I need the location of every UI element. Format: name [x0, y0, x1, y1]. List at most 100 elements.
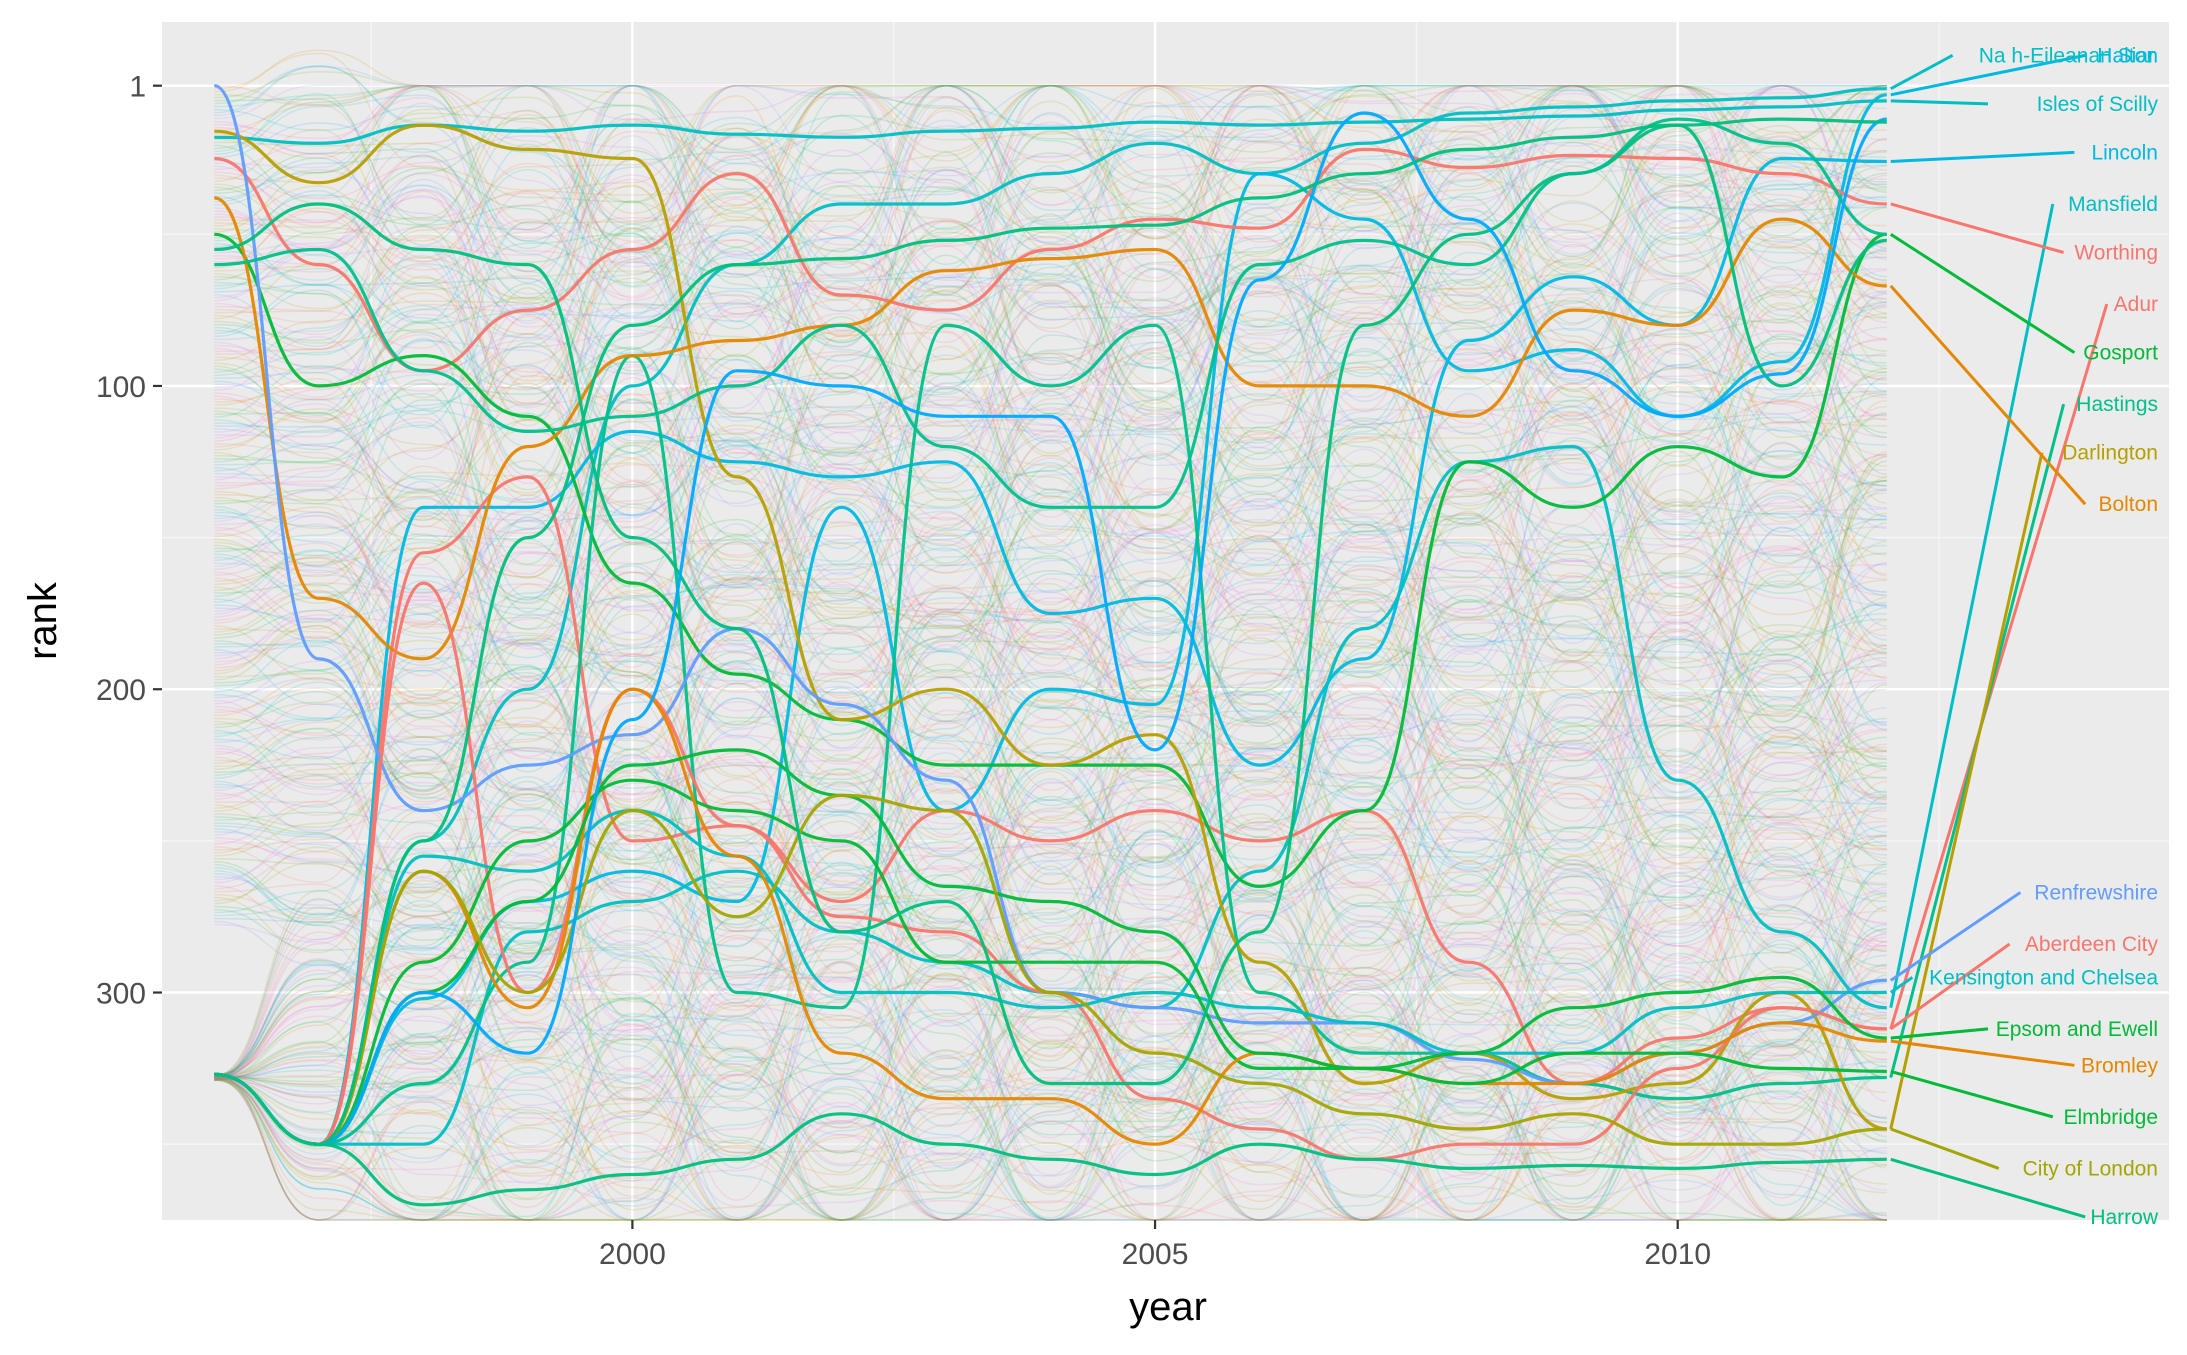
background-series-line [214, 691, 1887, 947]
background-series-line [214, 84, 1887, 244]
series-end-label: Kensington and Chelsea [1929, 966, 2158, 989]
background-series-line [214, 648, 1887, 897]
background-series-line [214, 971, 1887, 1211]
background-series-line [214, 302, 1887, 519]
background-series-line [214, 512, 1887, 707]
background-series-line [214, 572, 1887, 797]
background-series-line [214, 573, 1887, 829]
background-series-line [214, 510, 1887, 718]
background-series-line [214, 84, 1887, 275]
background-series-line [214, 1078, 1887, 1221]
background-series-line [214, 567, 1887, 801]
background-series-line [214, 638, 1887, 897]
leader-line [1890, 1127, 2000, 1170]
leader-line [1890, 54, 1954, 91]
background-series-line [214, 510, 1887, 758]
background-series-line [214, 555, 1887, 811]
background-series-line [214, 1026, 1887, 1221]
background-series-line [214, 838, 1887, 1105]
background-series-line [214, 720, 1887, 968]
series-end-label: Adur [2114, 293, 2158, 316]
background-series-line [214, 906, 1887, 1148]
series-line [214, 793, 1887, 1146]
background-series-line [214, 436, 1887, 695]
background-series-line [214, 1046, 1887, 1221]
background-series-line [214, 457, 1887, 724]
background-series-line [214, 962, 1887, 1201]
series-end-label: Lincoln [2091, 141, 2158, 164]
background-series-line [214, 1074, 1887, 1221]
background-series-line [214, 787, 1887, 1006]
y-axis-title: rank [21, 581, 65, 660]
background-series-line [214, 275, 1887, 513]
background-series-line [214, 1047, 1887, 1221]
background-series-line [214, 1035, 1887, 1221]
background-series-line [214, 557, 1887, 789]
background-series-line [214, 758, 1887, 1008]
leader-line [1890, 150, 2075, 164]
background-series-line [214, 218, 1887, 485]
background-series-line [214, 65, 1887, 242]
leader-line [1889, 203, 2055, 1008]
series-line [214, 87, 1887, 1146]
background-series-line [214, 399, 1887, 625]
background-series-line [214, 1067, 1887, 1221]
background-series-line [214, 409, 1887, 655]
background-series-line [214, 872, 1887, 1138]
background-series-line [214, 823, 1887, 1077]
background-series-line [214, 256, 1887, 518]
background-series-line [214, 374, 1887, 629]
background-series-line [214, 750, 1887, 963]
background-series-line [214, 572, 1887, 834]
background-series-line [214, 505, 1887, 768]
background-series-line [214, 996, 1887, 1221]
leader-line [1889, 233, 2076, 354]
background-series-line [214, 178, 1887, 423]
background-series-line [214, 540, 1887, 797]
background-series-line [214, 913, 1887, 1155]
background-series-line [214, 842, 1887, 1107]
series-end-label: Elmbridge [2063, 1106, 2158, 1129]
background-series-line [214, 806, 1887, 1027]
background-series-line [214, 184, 1887, 428]
background-series-line [214, 84, 1887, 324]
background-series-line [214, 987, 1887, 1221]
background-series-line [214, 1048, 1887, 1221]
background-series-line [214, 676, 1887, 908]
background-series-line [214, 452, 1887, 713]
background-series-line [214, 1056, 1887, 1221]
background-series-line [214, 863, 1887, 1131]
background-series-line [214, 1046, 1887, 1221]
background-series-line [214, 985, 1887, 1221]
background-series-line [214, 84, 1887, 237]
leader-line [1889, 284, 2087, 506]
background-series-line [214, 736, 1887, 952]
background-series-line [214, 299, 1887, 563]
background-series-line [214, 838, 1887, 1096]
background-series-line [214, 767, 1887, 974]
background-series-line [214, 478, 1887, 740]
background-series-line [214, 130, 1887, 389]
background-series-line [214, 84, 1887, 284]
background-series-line [214, 814, 1887, 1079]
background-series-line [214, 84, 1887, 275]
series-end-label: Darlington [2062, 442, 2158, 465]
background-series-line [214, 382, 1887, 650]
background-series-line [214, 636, 1887, 873]
background-series-line [214, 84, 1887, 278]
leader-line [1889, 452, 2044, 1130]
y-tick-label: 300 [96, 978, 146, 1011]
background-series-line [214, 247, 1887, 518]
series-line [214, 748, 1887, 1146]
background-series-line [214, 886, 1887, 1154]
leader-line [1890, 1027, 1989, 1040]
background-series-line [214, 84, 1887, 288]
background-series-line [214, 660, 1887, 877]
background-series-line [214, 84, 1887, 251]
background-series-line [214, 613, 1887, 850]
background-series-line [214, 52, 1887, 204]
background-series-line [214, 215, 1887, 459]
background-series-line [214, 983, 1887, 1221]
background-series-line [214, 347, 1887, 591]
background-series-line [214, 84, 1887, 310]
